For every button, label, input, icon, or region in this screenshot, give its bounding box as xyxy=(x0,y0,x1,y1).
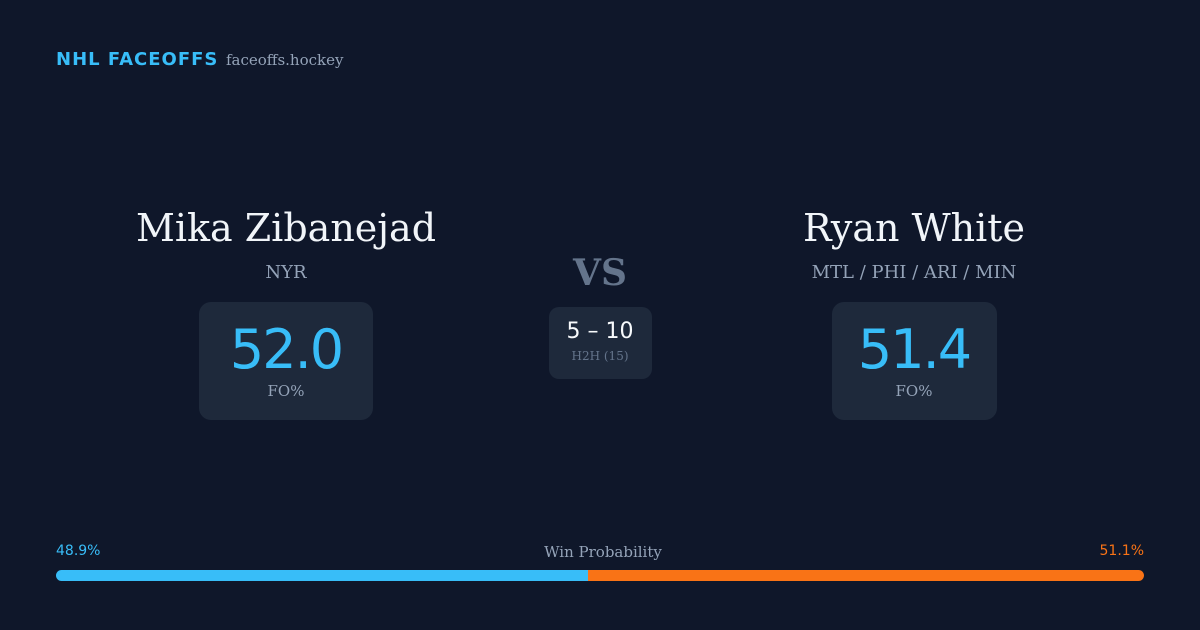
stat-card xyxy=(832,302,997,420)
player-team: NYR xyxy=(265,262,307,283)
vs-label: VS xyxy=(573,252,627,294)
fo-label: FO% xyxy=(267,382,305,400)
h2h-score: 5 – 10 xyxy=(566,319,634,344)
fo-pct: 52.0 xyxy=(229,318,344,381)
win-prob-right: 51.1% xyxy=(1099,543,1144,559)
player-team: MTL / PHI / ARI / MIN xyxy=(811,262,1017,283)
win-prob-bar xyxy=(588,570,1144,581)
stat-card xyxy=(199,302,373,420)
fo-label: FO% xyxy=(895,382,933,400)
player-name: Ryan White xyxy=(802,206,1026,250)
win-prob-label: Win Probability xyxy=(544,543,662,561)
brand-title: NHL FACEOFFS xyxy=(56,49,219,70)
win-prob-left: 48.9% xyxy=(56,543,101,559)
fo-pct: 51.4 xyxy=(857,318,972,381)
win-prob-bar xyxy=(56,570,589,581)
player-name: Mika Zibanejad xyxy=(135,206,437,250)
h2h-label: H2H (15) xyxy=(571,349,629,363)
site-name: faceoffs.hockey xyxy=(226,51,344,69)
h2h-card xyxy=(549,307,652,379)
